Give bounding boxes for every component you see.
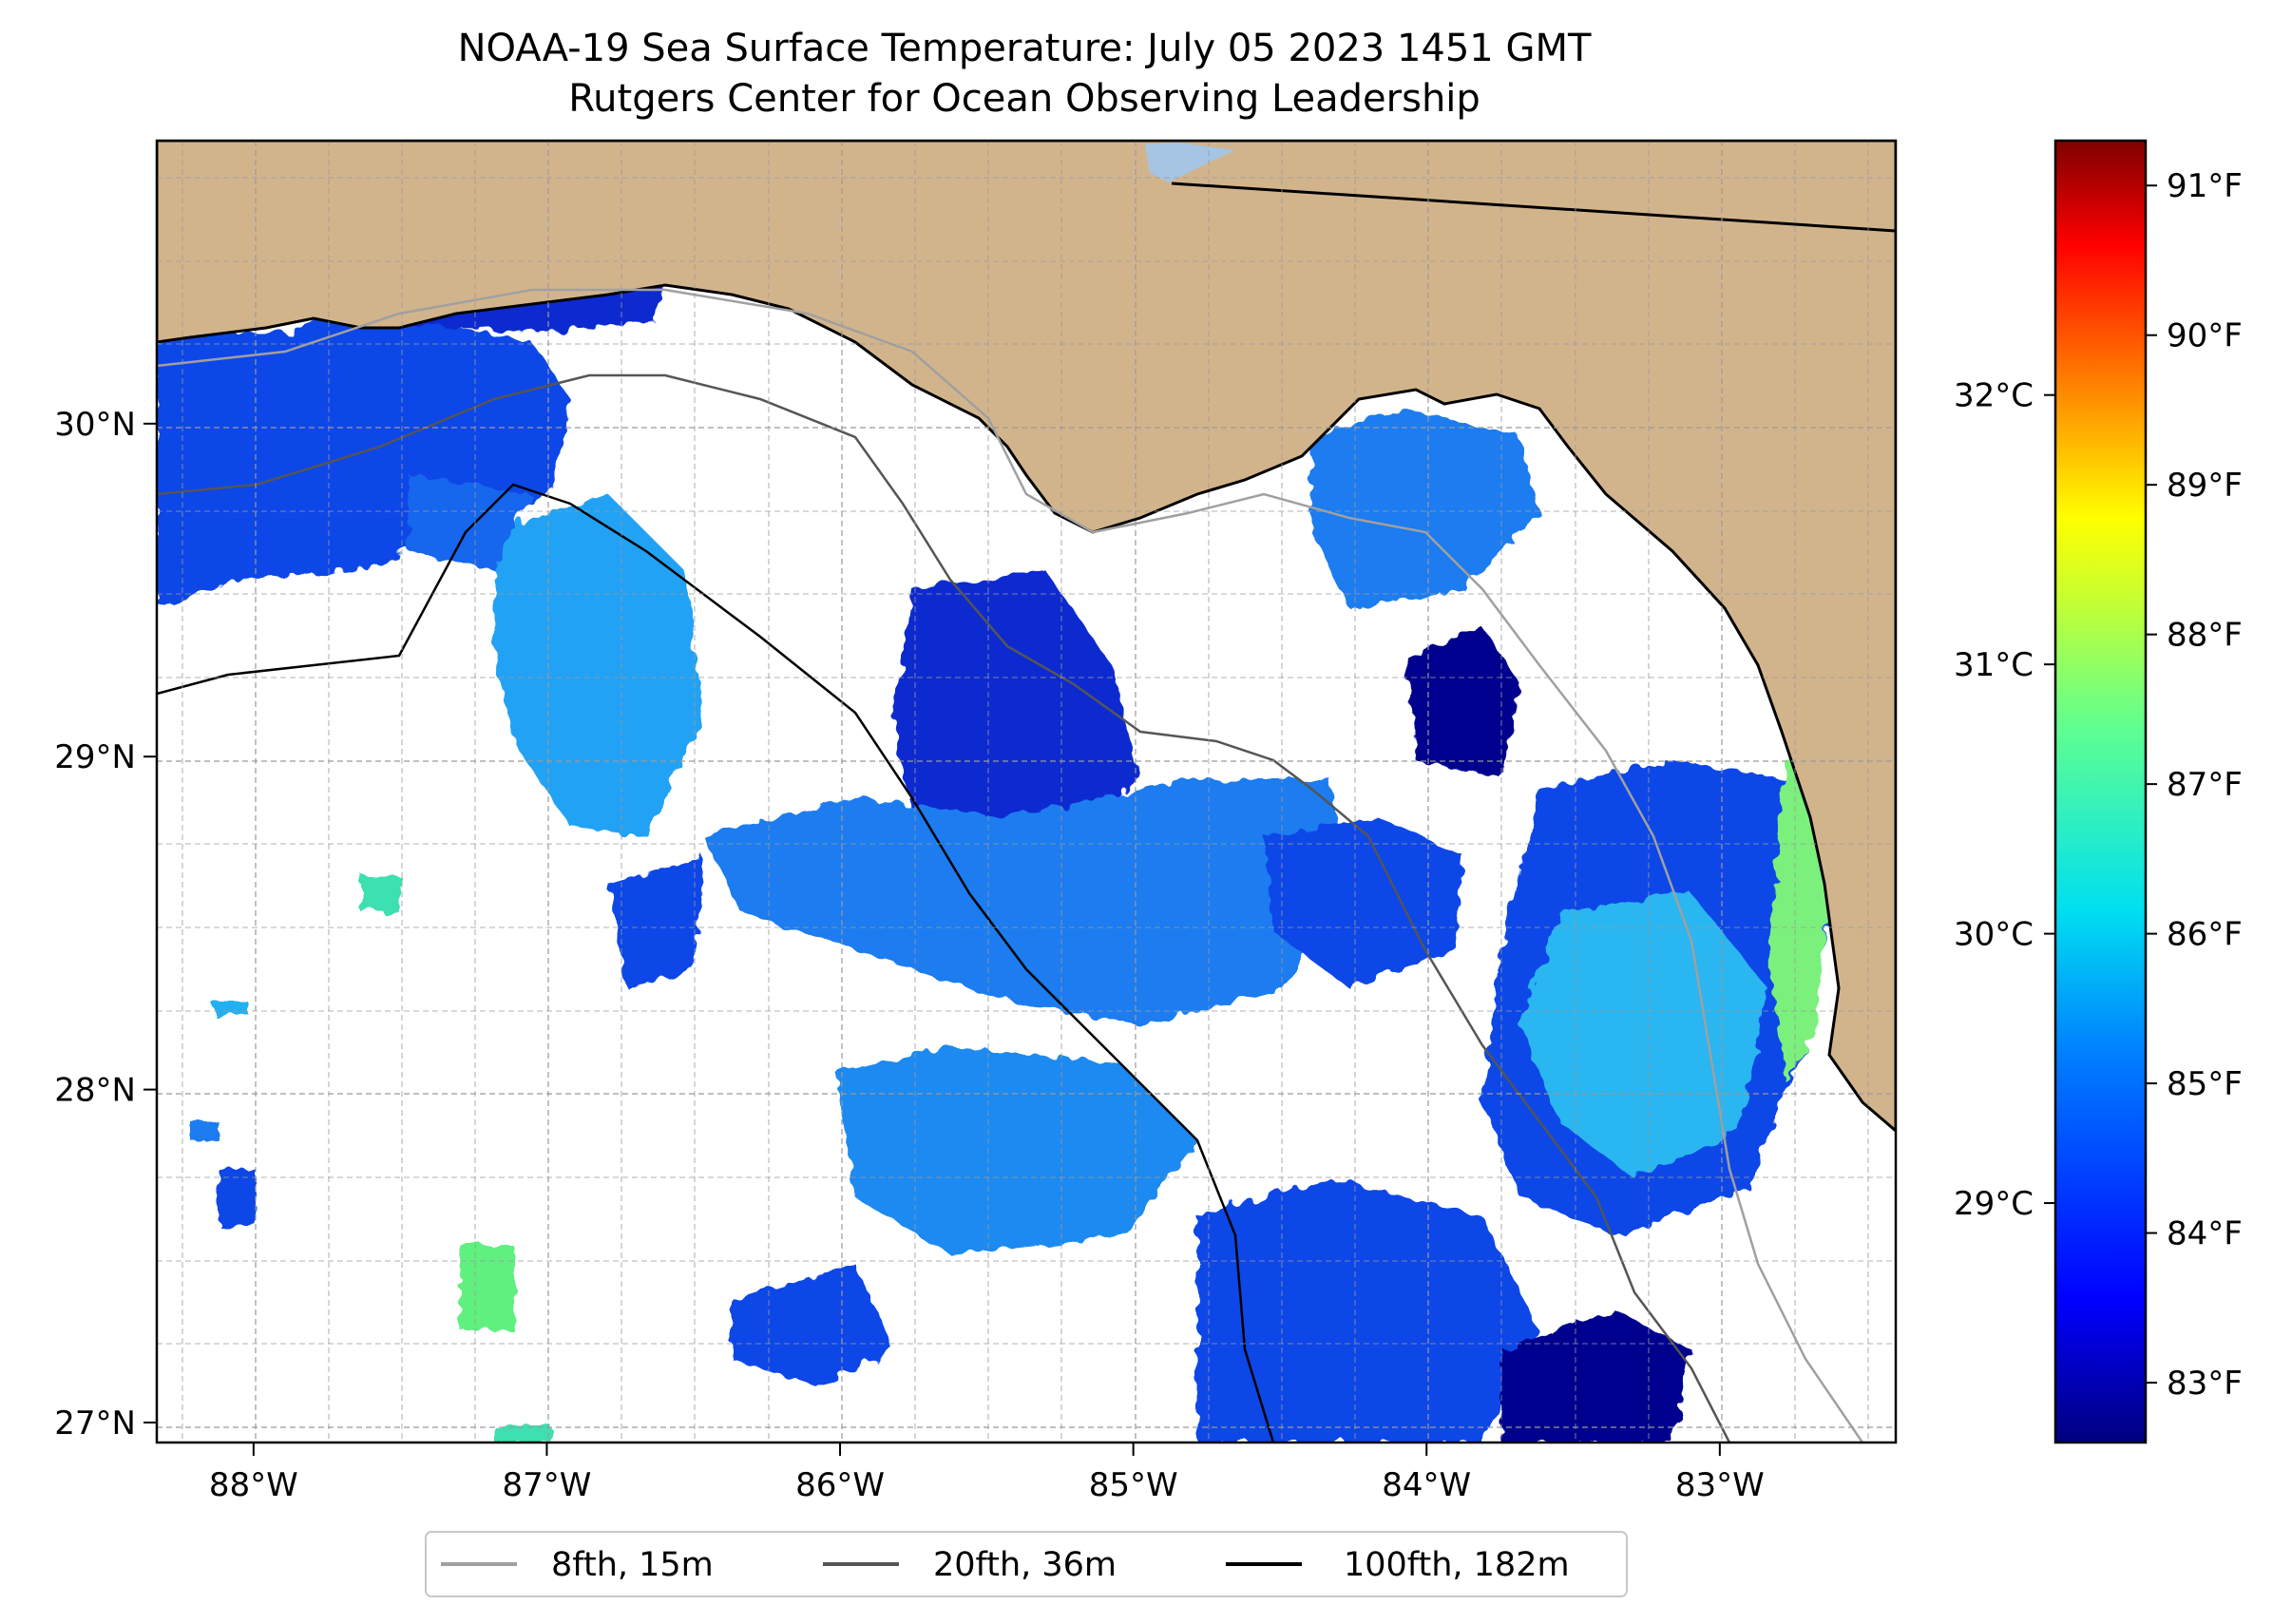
sst-patch-south-west [732,1264,893,1387]
legend-label-20fth: 20fth, 36m [933,1546,1117,1584]
x-tick-label: 83°W [1675,1466,1765,1504]
colorbar-f-tick-label: 85°F [2167,1065,2243,1103]
y-tick-label: 30°N [54,406,136,444]
x-tick-label: 87°W [502,1466,591,1504]
isobath-8fth [157,288,1864,1442]
legend: 8fth, 15m 20fth, 36m 100fth, 182m [425,1531,1628,1597]
sst-patch-big-bend [1311,409,1539,608]
sst-patch-southwest [836,1045,1197,1254]
sst-patch-small-5 [213,1003,249,1015]
x-tick-label: 84°W [1382,1466,1471,1504]
sst-patch-small-6 [190,1121,219,1140]
colorbar-f-tick-label: 90°F [2167,317,2243,355]
sst-patch-panhandle-shelf [893,570,1140,855]
sst-patch-south-center [1197,1178,1539,1442]
colorbar [2055,141,2146,1442]
x-tick-label: 88°W [209,1466,298,1504]
map-frame [155,139,1898,1444]
sst-patch-small-2 [219,1169,257,1226]
sst-patch-cedar-key [1264,817,1463,988]
lake-seminole [1145,143,1235,182]
sst-patch-small-3 [460,1245,513,1330]
y-tick-label: 27°N [54,1404,136,1442]
colorbar-frame [2053,139,2148,1444]
x-tick-label: 86°W [795,1466,885,1504]
legend-label-8fth: 8fth, 15m [551,1546,714,1584]
colorbar-c-tick-label: 30°C [1954,916,2034,954]
sst-patch-central-west [608,855,703,988]
legend-label-100fth: 100fth, 182m [1344,1546,1570,1584]
colorbar-c-tick-label: 29°C [1954,1185,2034,1223]
colorbar-f-tick-label: 83°F [2167,1365,2243,1403]
colorbar-c-tick-label: 31°C [1954,646,2034,684]
sst-patch-central [703,779,1349,1026]
title-line-2: Rutgers Center for Ocean Observing Leade… [568,77,1480,121]
colorbar-f-tick-label: 89°F [2167,467,2243,505]
y-tick-label: 29°N [54,738,136,776]
x-tick-label: 85°W [1089,1466,1178,1504]
sst-patch-small-4 [494,1425,551,1442]
colorbar-f-tick-label: 86°F [2167,916,2243,954]
colorbar-celsius-axis: 29°C 30°C 31°C 32°C [1954,377,2055,1223]
colorbar-fahrenheit-axis: 83°F 84°F 85°F 86°F 87°F 88°F 89°F 90°F 91°F [2146,167,2243,1403]
colorbar-c-tick-label: 32°C [1954,377,2034,415]
graticule [157,141,1896,1442]
colorbar-f-tick-label: 84°F [2167,1215,2243,1253]
sst-patch-mobile [409,475,532,570]
state-border-line [1171,182,1896,233]
legend-box [425,1531,1628,1597]
map-panel [157,141,1896,1442]
isobath-100fth [157,483,1275,1442]
colorbar-f-tick-label: 91°F [2167,167,2243,205]
title-line-1: NOAA-19 Sea Surface Temperature: July 05… [458,27,1592,70]
isobath-20fth [157,373,1731,1442]
x-axis: 88°W 87°W 86°W 85°W 84°W 83°W [209,1442,1765,1504]
y-tick-label: 28°N [54,1072,136,1110]
sst-patch-big-bend-dark [1406,627,1520,779]
colorbar-f-tick-label: 88°F [2167,617,2243,655]
land-mass [157,141,1896,1133]
sst-patch-west-coast [157,304,570,608]
sst-patch-small-1 [361,874,399,912]
sst-patch-mid-west [494,494,703,836]
colorbar-f-tick-label: 87°F [2167,766,2243,804]
y-axis: 27°N 28°N 29°N 30°N [54,406,157,1442]
sst-patch-tampa-warm [1520,893,1767,1178]
sst-patch-south-east [1501,1311,1691,1442]
